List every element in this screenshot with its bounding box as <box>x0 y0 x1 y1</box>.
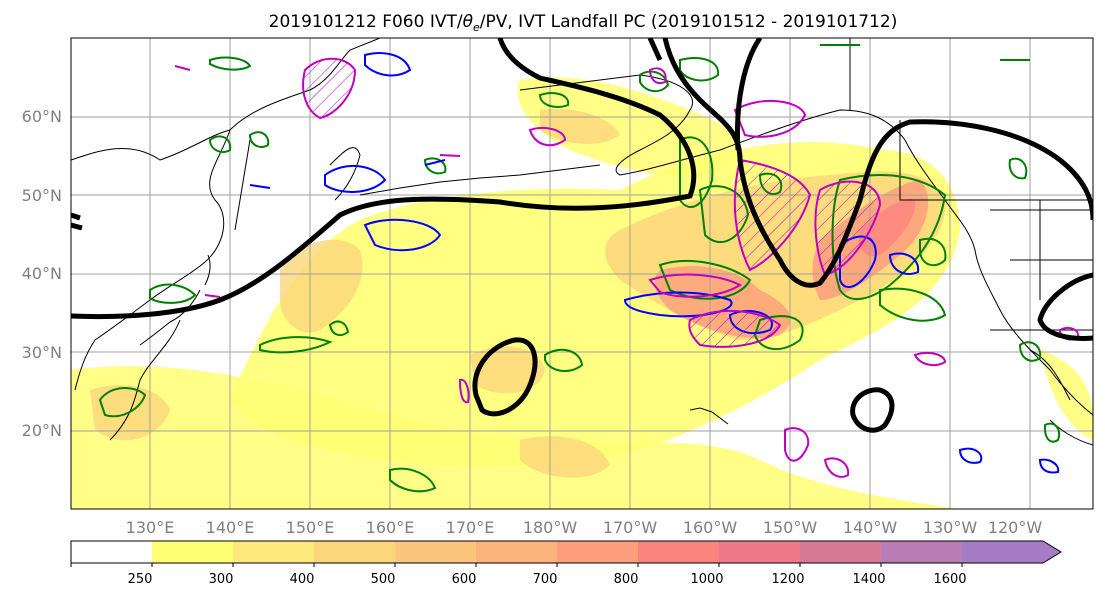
colorbar-tick-label: 300 <box>209 572 234 587</box>
colorbar-segment <box>314 541 395 563</box>
x-tick-label: 170°E <box>446 518 495 537</box>
pc-contour-left-edge <box>71 212 83 231</box>
colorbar-tick-label: 700 <box>533 572 558 587</box>
colorbar-segment <box>395 541 476 563</box>
colorbar: 250 300 400 500 600 700 800 1000 1200 1400 1600 <box>70 540 1062 587</box>
coast-aleutians <box>359 164 601 196</box>
pc-contour-center <box>662 38 1093 288</box>
colorbar-tick-label: 500 <box>371 572 396 587</box>
colorbar-segment <box>557 541 638 563</box>
colorbar-segment <box>476 541 557 563</box>
colorbar-segment-under <box>71 541 152 563</box>
ivt-core-5 <box>540 108 620 145</box>
x-tick-label: 170°W <box>603 518 658 537</box>
coast-kamchatka <box>329 147 361 201</box>
colorbar-tick-label: 600 <box>452 572 477 587</box>
colorbar-segment <box>962 541 1061 563</box>
y-tick-label: 20°N <box>22 421 62 440</box>
colorbar-outline <box>70 540 1062 564</box>
pc-contour-west <box>71 38 697 320</box>
chart-title: 2019101212 F060 IVT/θe/PV, IVT Landfall … <box>269 12 898 34</box>
coast-usa-states <box>990 200 1093 331</box>
pv-blue-contours <box>249 52 1060 474</box>
colorbar-tick-label: 800 <box>614 572 639 587</box>
ivt-core-6 <box>520 436 610 478</box>
x-tick-label: 140°W <box>843 518 898 537</box>
y-tick-label: 50°N <box>22 186 62 205</box>
colorbar-tick-label: 1600 <box>933 572 966 587</box>
x-tick-label: 120°W <box>988 518 1043 537</box>
lat-labels: 60°N 50°N 40°N 30°N 20°N <box>22 107 62 440</box>
coastlines <box>71 38 1093 446</box>
colorbar-tick-label: 400 <box>290 572 315 587</box>
colorbar-segment <box>719 541 800 563</box>
colorbar-segment <box>800 541 881 563</box>
y-tick-label: 40°N <box>22 264 62 283</box>
ivt-core-4 <box>470 346 545 394</box>
colorbar-tick-label: 250 <box>128 572 153 587</box>
colorbar-tick-label: 1200 <box>771 572 804 587</box>
pv-magenta-contours <box>174 57 1080 478</box>
y-tick-label: 60°N <box>22 107 62 126</box>
coast-alaska <box>519 74 1093 416</box>
ivt-band-east <box>1040 350 1093 440</box>
landfall-pc-contours <box>71 38 1093 433</box>
coast-mexico <box>1029 349 1093 446</box>
map-frame <box>70 37 1094 510</box>
x-tick-label: 130°W <box>923 518 978 537</box>
x-tick-label: 150°E <box>286 518 335 537</box>
x-tick-label: 160°E <box>366 518 415 537</box>
colorbar-tick-label: 1400 <box>852 572 885 587</box>
coast-japan <box>139 254 211 346</box>
ivt-core-2 <box>280 239 363 333</box>
coast-canada <box>849 38 1093 201</box>
pc-contour-east <box>1037 272 1093 341</box>
lon-labels: 130°E 140°E 150°E 160°E 170°E 180°W 170°… <box>126 518 1043 537</box>
ivt-band-north <box>517 77 742 177</box>
pc-ring-subtropical <box>472 337 538 417</box>
colorbar-segment <box>152 541 233 563</box>
y-tick-label: 30°N <box>22 343 62 362</box>
colorbar-segment <box>233 541 314 563</box>
pc-contour-northwest <box>647 38 763 151</box>
pc-ring-hawaii <box>850 387 895 433</box>
colorbar-tick-label: 1000 <box>690 572 723 587</box>
x-tick-label: 130°E <box>126 518 175 537</box>
x-tick-label: 180°W <box>523 518 578 537</box>
coast-hawaii <box>689 407 729 425</box>
map-area <box>71 38 1093 509</box>
x-tick-label: 140°E <box>206 518 255 537</box>
x-tick-label: 160°W <box>683 518 738 537</box>
colorbar-segment <box>638 541 719 563</box>
x-tick-label: 150°W <box>763 518 818 537</box>
colorbar-segment <box>881 541 962 563</box>
ivt-band-south <box>71 366 960 509</box>
coast-asia <box>71 38 381 441</box>
